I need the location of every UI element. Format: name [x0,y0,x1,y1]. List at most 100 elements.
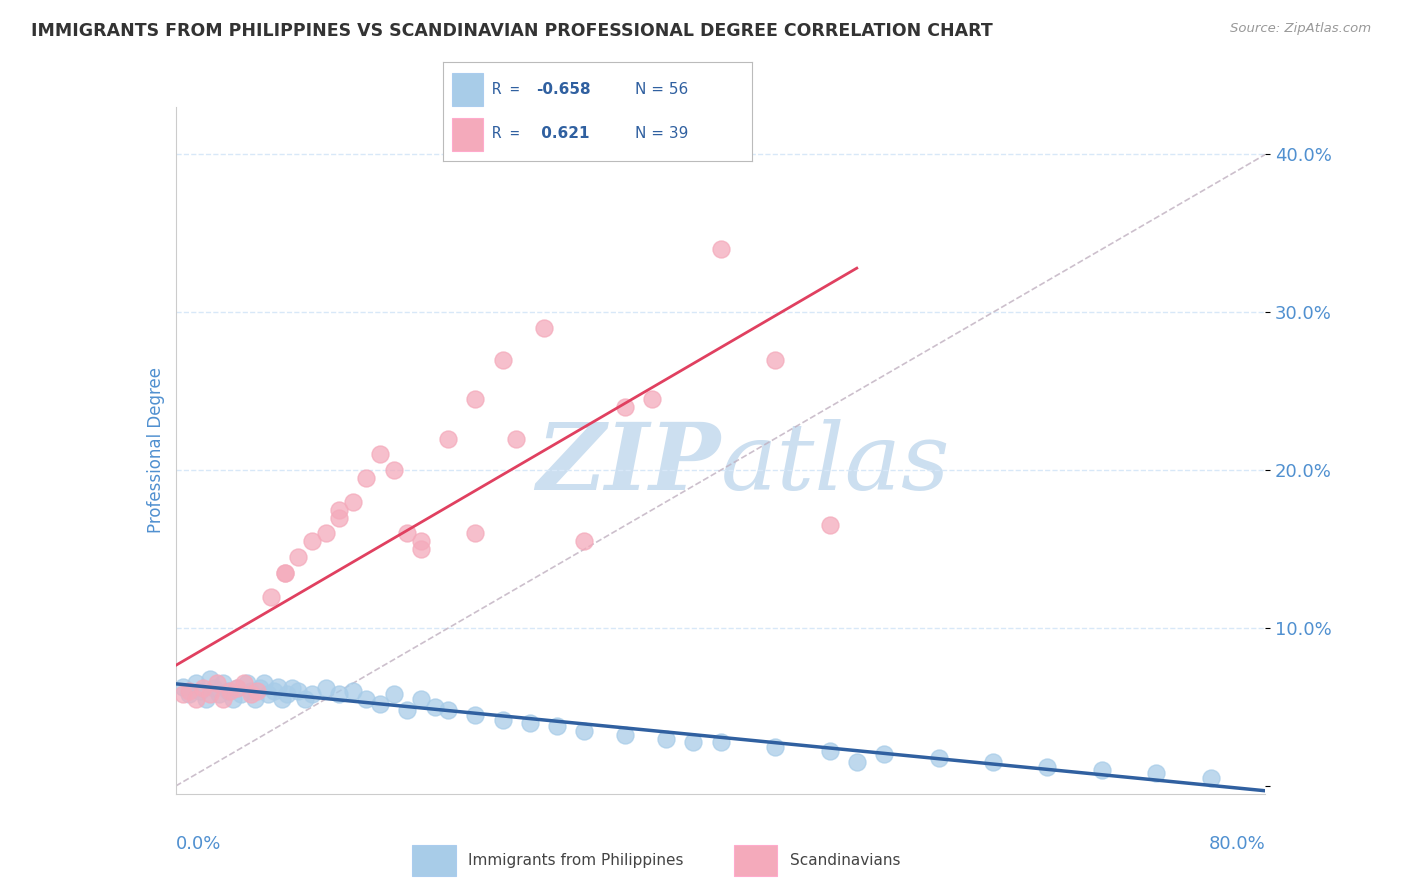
Point [287,549,309,564]
Point [172,680,194,694]
Point [205,676,228,690]
Point [682,735,704,749]
Point [574,534,596,549]
Point [222,692,245,706]
Point [231,687,253,701]
Point [271,692,294,706]
Point [1091,763,1114,777]
Point [356,692,378,706]
Text: ZIP: ZIP [536,419,721,509]
Point [763,352,786,367]
FancyBboxPatch shape [734,846,778,876]
Point [198,672,221,686]
Point [342,495,364,509]
Point [260,590,283,604]
Point [186,676,208,690]
Point [172,687,194,701]
Point [276,687,298,701]
Point [226,681,249,695]
Text: Immigrants from Philippines: Immigrants from Philippines [468,854,683,868]
Point [396,703,419,717]
Point [1144,766,1167,780]
Point [763,739,786,754]
Point [382,687,405,701]
Text: Source: ZipAtlas.com: Source: ZipAtlas.com [1230,22,1371,36]
Point [257,687,280,701]
Point [328,502,350,516]
Point [464,392,486,406]
Point [232,676,254,690]
Point [519,715,541,730]
Text: R =: R = [492,82,529,97]
Point [328,510,350,524]
FancyBboxPatch shape [453,73,484,105]
Point [280,681,302,695]
Point [368,697,391,711]
Point [301,534,323,549]
Text: 0.0%: 0.0% [176,835,221,853]
Point [253,676,276,690]
FancyBboxPatch shape [453,119,484,151]
Point [294,692,316,706]
Text: IMMIGRANTS FROM PHILIPPINES VS SCANDINAVIAN PROFESSIONAL DEGREE CORRELATION CHAR: IMMIGRANTS FROM PHILIPPINES VS SCANDINAV… [31,22,993,40]
Point [423,700,446,714]
Point [533,321,555,335]
Point [818,744,841,758]
Point [655,731,678,746]
Point [492,352,515,367]
Text: 80.0%: 80.0% [1209,835,1265,853]
Point [981,756,1004,770]
Point [219,684,242,698]
Point [1036,760,1059,774]
Point [873,747,896,762]
Text: 0.621: 0.621 [536,126,589,141]
Point [315,526,337,541]
Text: Scandinavians: Scandinavians [790,854,900,868]
Point [287,684,309,698]
Point [1199,771,1222,785]
Point [845,756,868,770]
Point [212,676,235,690]
Point [202,681,225,695]
Point [614,400,637,414]
Point [191,681,214,695]
Point [409,692,432,706]
Point [437,432,460,446]
Text: -0.658: -0.658 [536,82,591,97]
FancyBboxPatch shape [412,846,456,876]
Point [188,684,211,698]
Point [710,735,733,749]
Point [710,242,733,256]
Point [396,526,419,541]
Point [818,518,841,533]
Text: atlas: atlas [721,419,950,509]
Point [368,447,391,461]
Text: N = 39: N = 39 [634,126,688,141]
Point [208,687,231,701]
Point [186,692,208,706]
Point [198,687,221,701]
Text: R =: R = [492,126,529,141]
Point [928,750,950,764]
Point [274,566,297,580]
Point [641,392,664,406]
Point [409,534,432,549]
Point [274,566,297,580]
Point [212,692,235,706]
Point [342,684,364,698]
Point [505,432,527,446]
Point [492,713,515,727]
Point [239,687,262,701]
Point [194,692,217,706]
Point [328,687,350,701]
Point [246,684,269,698]
Point [464,707,486,722]
Point [437,703,460,717]
Point [226,681,249,695]
Point [464,526,486,541]
Point [315,681,337,695]
Point [179,687,201,701]
Point [546,719,568,733]
Point [249,681,271,695]
Point [409,542,432,557]
